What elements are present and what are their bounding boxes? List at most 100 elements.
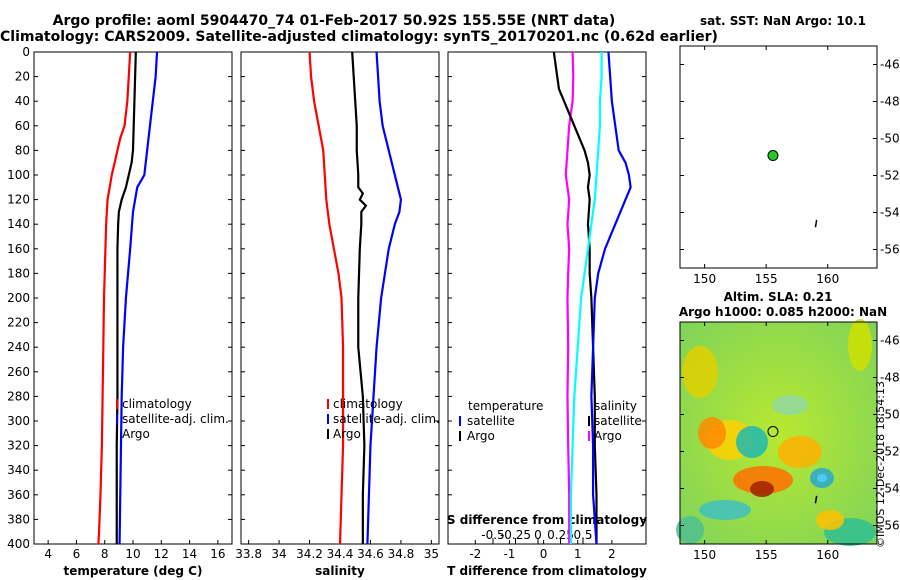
top-tick-label: 0.25 bbox=[547, 528, 574, 542]
depth-tick-label: 200 bbox=[7, 291, 30, 305]
sla-map-sla-anomaly bbox=[736, 426, 768, 458]
sla-map-x-tick-label: 155 bbox=[755, 548, 778, 562]
top-tick-label: -0.25 bbox=[500, 528, 531, 542]
x-tick-label: 34.6 bbox=[357, 547, 384, 561]
x-tick-label: -2 bbox=[469, 547, 481, 561]
series-argo bbox=[115, 51, 137, 544]
legend-title: salinity bbox=[594, 399, 637, 413]
depth-tick-label: 380 bbox=[7, 512, 30, 526]
sst-map-y-tick-label: -54 bbox=[880, 206, 900, 220]
plot-frame-1 bbox=[240, 51, 440, 545]
depth-tick-label: 160 bbox=[7, 242, 30, 256]
x-tick-label: -1 bbox=[503, 547, 515, 561]
sla-map-sla-anomaly bbox=[750, 481, 774, 497]
x-axis-label: salinity bbox=[315, 564, 365, 578]
x-tick-label: 35 bbox=[424, 547, 439, 561]
legend-label: Argo bbox=[333, 427, 361, 441]
depth-tick-label: 40 bbox=[15, 94, 30, 108]
sla-map-argo-marker bbox=[767, 426, 779, 438]
depth-tick-label: 20 bbox=[15, 70, 30, 84]
sla-map-y-tick-label: -50 bbox=[880, 408, 900, 422]
sst-map-y-tick-label: -48 bbox=[880, 95, 900, 109]
x-tick-label: 33.8 bbox=[235, 547, 262, 561]
top-tick-label: 0 bbox=[534, 528, 542, 542]
series-argo bbox=[351, 51, 368, 544]
depth-tick-label: 80 bbox=[15, 143, 30, 157]
sla-map-y-tick-label: -52 bbox=[880, 445, 900, 459]
depth-tick-label: 400 bbox=[7, 537, 30, 551]
series-satellite-adj-clim- bbox=[366, 51, 403, 545]
depth-tick-label: 220 bbox=[7, 316, 30, 330]
depth-tick-label: 140 bbox=[7, 217, 30, 231]
sst-map-track-mark bbox=[814, 219, 818, 228]
figure-title-line2: Climatology: CARS2009. Satellite-adjuste… bbox=[0, 29, 718, 45]
legend-label: climatology bbox=[122, 397, 192, 411]
depth-tick-label: 0 bbox=[22, 45, 30, 59]
sla-map-y-tick-label: -48 bbox=[880, 371, 900, 385]
series-climatology bbox=[97, 51, 132, 545]
depth-tick-label: 340 bbox=[7, 463, 30, 477]
x-axis-label: T difference from climatology bbox=[447, 564, 647, 578]
depth-tick-label: 360 bbox=[7, 488, 30, 502]
series-s-diff-satellite bbox=[564, 51, 575, 544]
sla-map-x-tick-label: 160 bbox=[816, 548, 839, 562]
sst-map-y-tick-label: -52 bbox=[880, 169, 900, 183]
sst-map-background bbox=[680, 46, 877, 268]
legend-label: Argo bbox=[594, 429, 622, 443]
legend-label: Argo bbox=[122, 427, 150, 441]
plot-frame-2 bbox=[447, 51, 647, 545]
x-tick-label: 1 bbox=[574, 547, 582, 561]
sla-map-frame bbox=[679, 321, 878, 545]
sst-map-frame bbox=[679, 45, 878, 269]
series-t-diff-satellite bbox=[569, 52, 603, 544]
sla-map-sla-anomaly bbox=[676, 516, 704, 544]
figure-title-line1: Argo profile: aoml 5904470_74 01-Feb-201… bbox=[52, 13, 616, 29]
sla-map-sla-anomaly bbox=[698, 417, 726, 449]
sla-map-track-mark bbox=[814, 495, 818, 504]
x-tick-label: 34 bbox=[271, 547, 286, 561]
sla-map-y-tick-label: -54 bbox=[880, 482, 900, 496]
top-tick-label: -0.5 bbox=[481, 528, 504, 542]
legend-label: satellite-adj. clim. bbox=[333, 412, 440, 426]
legend-label: satellite bbox=[467, 414, 515, 428]
legend-label: satellite-adj. clim. bbox=[122, 412, 229, 426]
x-axis-label: temperature (deg C) bbox=[64, 564, 203, 578]
x-tick-label: 6 bbox=[73, 547, 81, 561]
x-tick-label: 34.2 bbox=[296, 547, 323, 561]
sst-map-x-tick-label: 160 bbox=[816, 272, 839, 286]
x-tick-label: 0 bbox=[540, 547, 548, 561]
sla-map-title-line1: Altim. SLA: 0.21 bbox=[724, 290, 833, 304]
sla-map-sla-anomaly bbox=[817, 474, 827, 482]
series-s-diff-argo bbox=[552, 51, 598, 544]
series-t-diff-argo bbox=[590, 51, 632, 545]
sla-map-sla-anomaly bbox=[699, 500, 751, 520]
sst-map-x-tick-label: 150 bbox=[693, 272, 716, 286]
sst-map-x-tick-label: 155 bbox=[755, 272, 778, 286]
sst-map-argo-marker bbox=[767, 150, 779, 162]
sst-map-y-tick-label: -50 bbox=[880, 132, 900, 146]
x-tick-label: 34.8 bbox=[388, 547, 415, 561]
sst-map-y-tick-label: -46 bbox=[880, 58, 900, 72]
x-tick-label: 34.4 bbox=[327, 547, 354, 561]
depth-tick-label: 100 bbox=[7, 168, 30, 182]
x-tick-label: 14 bbox=[182, 547, 197, 561]
sla-map-sla-anomaly bbox=[848, 319, 872, 371]
x-tick-label: 12 bbox=[154, 547, 169, 561]
x-tick-label: 16 bbox=[210, 547, 225, 561]
series-climatology bbox=[308, 51, 345, 545]
depth-tick-label: 260 bbox=[7, 365, 30, 379]
sst-map-y-tick-label: -56 bbox=[880, 243, 900, 257]
depth-tick-label: 180 bbox=[7, 266, 30, 280]
top-axis-label: S difference from climatology bbox=[447, 513, 647, 527]
top-tick-label: 0.5 bbox=[573, 528, 592, 542]
x-tick-label: 10 bbox=[125, 547, 140, 561]
sla-map-y-tick-label: -46 bbox=[880, 334, 900, 348]
depth-tick-label: 120 bbox=[7, 193, 30, 207]
sla-map-sla-anomaly bbox=[772, 395, 808, 415]
depth-tick-label: 320 bbox=[7, 439, 30, 453]
legend-label: satellite bbox=[594, 414, 642, 428]
sla-map-x-tick-label: 150 bbox=[693, 548, 716, 562]
sla-map-sla-anomaly bbox=[778, 436, 822, 468]
x-tick-label: 2 bbox=[608, 547, 616, 561]
